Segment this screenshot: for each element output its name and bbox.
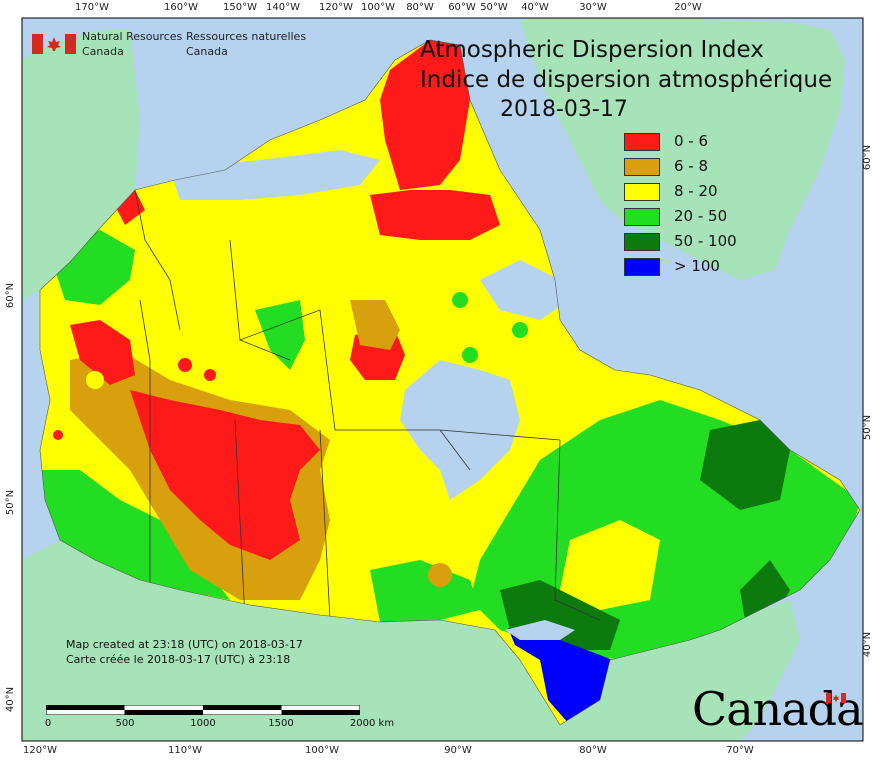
adi-zone-red-baffin [370,190,500,240]
adi-zone-darkgreen-labrador [700,420,790,510]
legend-swatch [624,133,660,151]
graticule-label: 60°N [5,282,17,309]
adi-spot-red [204,369,216,381]
graticule-label: 30°W [579,2,607,13]
lake-superior [505,620,575,640]
hudson-strait [480,260,570,320]
adi-zone-green-bc [40,470,230,600]
adi-spot-red [86,371,104,389]
alaska-land [22,30,140,300]
map-title-fr: Indice de dispersion atmosphérique [420,67,833,93]
adi-zone-green-nwt [255,300,305,370]
adi-spot-green [512,322,528,338]
graticule-label: 20°W [674,2,702,13]
legend-label: 6 - 8 [674,157,709,175]
legend-swatch [624,158,660,176]
graticule-label: 60°N [862,144,874,171]
created-note-en: Map created at 23:18 (UTC) on 2018-03-17 [66,638,303,651]
legend-label: 20 - 50 [674,207,728,225]
legend-label: 8 - 20 [674,182,718,200]
adi-spot-red [178,358,192,372]
legend-label: > 100 [674,257,720,275]
graticule-label: 100°W [305,745,339,756]
adi-zone-green-hudson [370,560,480,622]
agency-name-fr: Ressources naturelles [186,30,307,43]
scale-label: 0 [44,718,52,729]
adi-spot-green [683,458,697,472]
arctic-channel [170,150,380,200]
canada-flag-icon [32,34,76,54]
graticule-label: 50°N [5,489,17,516]
graticule-label: 100°W [361,2,395,13]
adi-zone-red-bc [70,320,135,385]
legend-label: 50 - 100 [674,232,737,250]
legend-swatch [624,258,660,276]
graticule-label: 40°N [862,631,874,658]
agency-name-en: Natural Resources [82,30,183,43]
graticule-label: 40°N [5,686,17,713]
greenland-land [520,20,845,280]
adi-spot-green [452,292,468,308]
graticule-label: 140°W [266,2,300,13]
adi-zone-blue-ontario [508,628,625,725]
graticule-label: 80°W [406,2,434,13]
map-border [21,17,864,742]
legend-label: 0 - 6 [674,132,709,150]
map-date: 2018-03-17 [500,97,628,122]
adi-zone-red-ellesmere [380,40,470,190]
scale-label: 1500 [268,718,294,729]
graticule-label: 120°W [319,2,353,13]
wordmark-flag-icon [826,693,846,703]
graticule-label: 50°N [862,414,874,441]
agency-country-fr: Canada [186,45,228,58]
adi-zone-orange-nunavut [350,300,400,350]
adi-spot-red [53,430,63,440]
adi-zone-red-prairies [130,390,320,560]
scale-label: 500 [115,718,135,729]
graticule-label: 70°W [726,745,754,756]
adi-zone-yellow-quebec [560,520,660,610]
graticule-label: 110°W [168,745,202,756]
graticule-label: 160°W [164,2,198,13]
graticule-label: 80°W [579,745,607,756]
adi-spot-green [462,347,478,363]
graticule-label: 170°W [75,2,109,13]
legend-swatch [624,183,660,201]
graticule-label: 60°W [448,2,476,13]
legend-swatch [624,233,660,251]
usa-land [22,540,800,741]
canada-outline [39,39,861,726]
adi-spot-orange [428,563,452,587]
graticule-label: 50°W [480,2,508,13]
created-note-fr: Carte créée le 2018-03-17 (UTC) à 23:18 [66,653,291,666]
scale-label: 1000 [190,718,216,729]
agency-country-en: Canada [82,45,124,58]
border-lines [134,189,601,621]
graticule-label: 90°W [444,745,472,756]
graticule-label: 40°W [521,2,549,13]
scale-label: 2000 km [349,718,395,729]
scale-bar [46,705,360,715]
canada-wordmark: Canada [692,682,864,736]
adi-spot-orange [272,582,288,598]
legend-swatch [624,208,660,226]
graticule-label: 120°W [23,745,57,756]
map-title-en: Atmospheric Dispersion Index [420,37,764,63]
hudson-bay [400,360,520,500]
graticule-label: 150°W [223,2,257,13]
